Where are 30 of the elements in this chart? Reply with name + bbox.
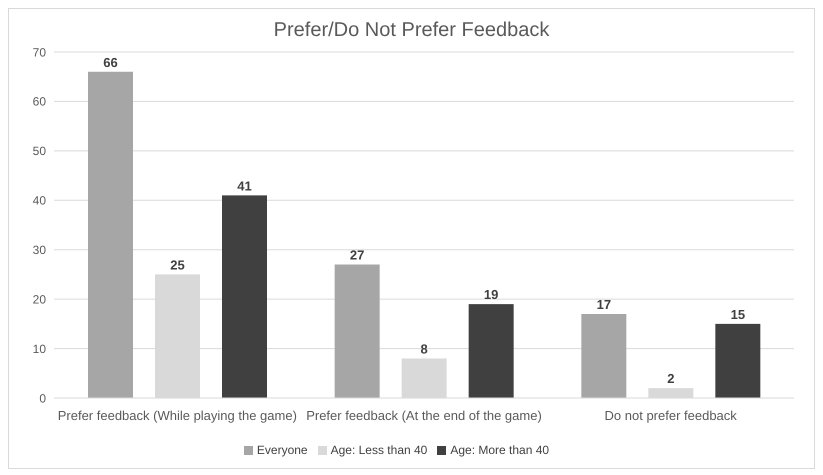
legend-label: Age: More than 40 <box>450 443 550 457</box>
x-tick-label: Prefer feedback (At the end of the game) <box>306 408 542 423</box>
data-label: 41 <box>237 178 252 194</box>
data-label: 25 <box>170 257 185 272</box>
y-tick-label: 10 <box>32 342 46 356</box>
y-tick-label: 50 <box>32 144 46 158</box>
data-label: 19 <box>484 287 498 302</box>
y-tick-label: 0 <box>39 391 46 406</box>
x-tick-label: Prefer feedback (While playing the game) <box>58 408 297 423</box>
legend-label: Everyone <box>256 443 308 457</box>
y-tick-label: 40 <box>32 194 46 208</box>
x-tick-label: Do not prefer feedback <box>604 408 738 423</box>
data-label: 66 <box>103 54 118 70</box>
chart-title: Prefer/Do Not Prefer Feedback <box>272 19 550 42</box>
data-label: 27 <box>350 248 364 263</box>
data-label: 8 <box>420 341 428 356</box>
legend-label: Age: Less than 40 <box>330 443 428 457</box>
bar <box>581 314 626 398</box>
bar <box>468 304 514 398</box>
bar <box>715 324 760 398</box>
y-tick-label: 60 <box>32 94 46 109</box>
data-label: 17 <box>596 296 612 312</box>
y-tick-label: 20 <box>32 292 46 306</box>
bar <box>334 264 380 398</box>
data-label: 15 <box>730 306 746 322</box>
bar <box>88 72 133 398</box>
bar <box>222 195 267 398</box>
y-tick-label: 30 <box>32 242 46 257</box>
data-label: 2 <box>667 371 674 386</box>
y-tick-label: 70 <box>32 45 46 60</box>
